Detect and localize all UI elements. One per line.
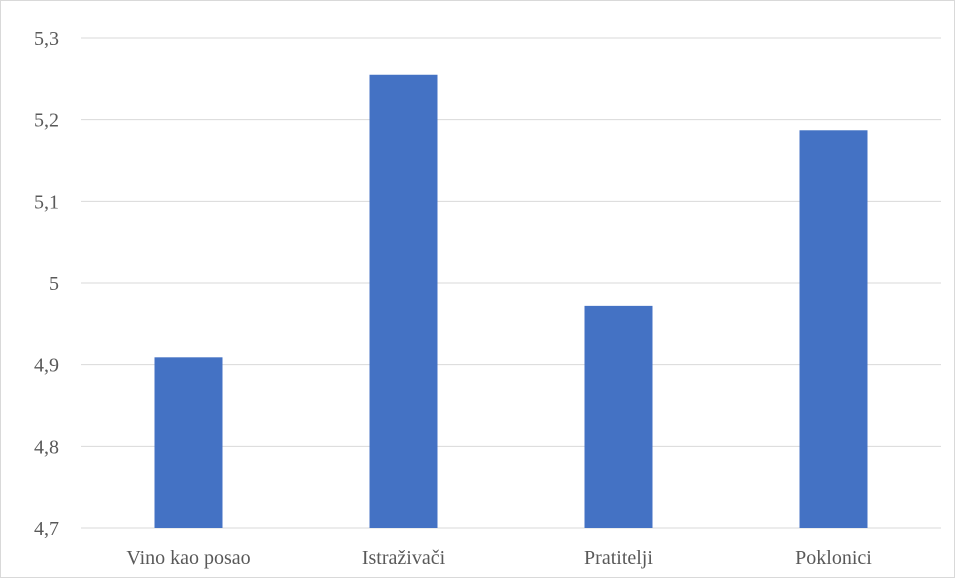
y-tick-label: 5,1 — [34, 191, 59, 213]
x-category-label: Istraživači — [362, 547, 446, 569]
y-tick-label: 5,3 — [34, 28, 59, 50]
bar — [584, 305, 653, 528]
y-tick-label: 5 — [49, 273, 59, 295]
bar — [154, 357, 223, 528]
bars — [154, 74, 868, 529]
y-tick-label: 5,2 — [34, 110, 59, 132]
y-tick-label: 4,8 — [34, 436, 59, 458]
bar — [799, 130, 868, 529]
y-tick-label: 4,9 — [34, 355, 59, 377]
x-category-label: Pratitelji — [584, 547, 653, 569]
x-category-label: Vino kao posao — [126, 547, 250, 569]
x-category-label: Poklonici — [795, 547, 872, 569]
y-tick-label: 4,7 — [34, 518, 59, 540]
bar — [369, 74, 438, 528]
gridlines — [81, 37, 941, 529]
x-axis-category-labels: Vino kao posao Istraživači Pratitelji Poklo… — [126, 547, 872, 569]
y-axis-tick-labels: 4,7 4,8 4,9 5 5,1 5,2 5,3 — [34, 28, 59, 540]
